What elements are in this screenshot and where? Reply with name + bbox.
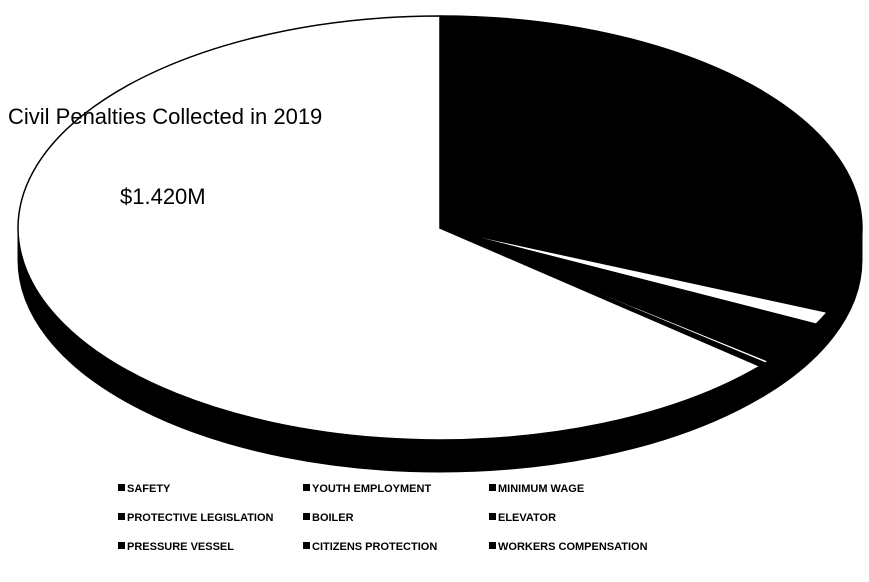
legend-marker xyxy=(118,542,125,549)
pie xyxy=(17,15,863,473)
legend-label: YOUTH EMPLOYMENT xyxy=(312,483,431,495)
legend-marker xyxy=(303,484,310,491)
legend-label: PRESSURE VESSEL xyxy=(127,541,234,553)
legend-label: PROTECTIVE LEGISLATION xyxy=(127,512,274,524)
legend-marker xyxy=(489,484,496,491)
legend-marker xyxy=(118,484,125,491)
legend-label: MINIMUM WAGE xyxy=(498,483,584,495)
annotation: $1.420M xyxy=(120,184,206,209)
legend-marker xyxy=(303,513,310,520)
legend-marker xyxy=(303,542,310,549)
pie-slice xyxy=(439,15,863,307)
legend-marker xyxy=(118,513,125,520)
legend-marker xyxy=(489,542,496,549)
legend-label: WORKERS COMPENSATION xyxy=(498,541,648,553)
legend-label: ELEVATOR xyxy=(498,512,556,524)
legend-marker xyxy=(489,513,496,520)
chart-title: Civil Penalties Collected in 2019 xyxy=(8,104,322,129)
legend: SAFETY YOUTH EMPLOYMENT MINIMUM WAGE PROTEC… xyxy=(118,483,648,553)
pie-slice xyxy=(17,15,762,441)
legend-label: SAFETY xyxy=(127,483,171,495)
legend-label: CITIZENS PROTECTION xyxy=(312,541,437,553)
legend-label: BOILER xyxy=(312,512,354,524)
